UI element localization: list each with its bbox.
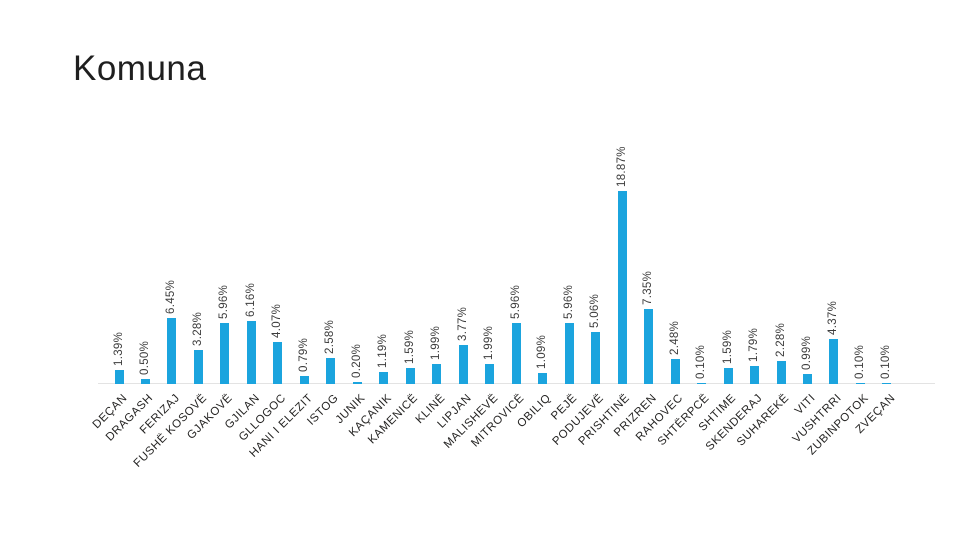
bar[interactable] bbox=[511, 323, 521, 384]
chart-title: Komuna bbox=[73, 49, 207, 88]
bar-value-label: 0.10% bbox=[853, 344, 866, 379]
bar[interactable] bbox=[564, 323, 574, 384]
bar[interactable] bbox=[882, 383, 892, 384]
bar[interactable] bbox=[458, 345, 468, 384]
bar[interactable] bbox=[140, 379, 150, 384]
bar[interactable] bbox=[352, 382, 362, 384]
bar[interactable] bbox=[326, 358, 336, 384]
bar[interactable] bbox=[776, 361, 786, 384]
bar-value-label: 5.96% bbox=[562, 284, 575, 319]
bar[interactable] bbox=[723, 368, 733, 384]
bar-value-label: 5.96% bbox=[509, 284, 522, 319]
bar-value-label: 1.59% bbox=[721, 329, 734, 364]
bar[interactable] bbox=[802, 374, 812, 384]
bar[interactable] bbox=[193, 350, 203, 384]
bar-value-label: 2.58% bbox=[324, 319, 337, 354]
bar[interactable] bbox=[617, 191, 627, 384]
bar-value-label: 1.39% bbox=[112, 331, 125, 366]
bar-value-label: 5.06% bbox=[589, 293, 602, 328]
bar-value-label: 1.09% bbox=[536, 334, 549, 369]
bar-value-label: 7.35% bbox=[642, 270, 655, 305]
bar-value-label: 0.79% bbox=[297, 337, 310, 372]
bar-value-label: 1.99% bbox=[430, 325, 443, 360]
bar[interactable] bbox=[855, 383, 865, 384]
bar-value-label: 1.59% bbox=[403, 329, 416, 364]
bar[interactable] bbox=[220, 323, 230, 384]
bar[interactable] bbox=[591, 332, 601, 384]
bar-value-label: 2.48% bbox=[668, 320, 681, 355]
bar-value-label: 0.10% bbox=[880, 344, 893, 379]
bar[interactable] bbox=[697, 383, 707, 384]
bar-value-label: 1.99% bbox=[483, 325, 496, 360]
bar-chart: 1.39% DEÇAN 0.50% DRAGASH 6.45% FERIZAJ 3.28% F… bbox=[90, 140, 935, 540]
bar[interactable] bbox=[432, 364, 442, 384]
bar-value-label: 18.87% bbox=[615, 146, 628, 187]
bar[interactable] bbox=[538, 373, 548, 384]
bar-value-label: 2.28% bbox=[774, 322, 787, 357]
bar-value-label: 0.20% bbox=[350, 343, 363, 378]
bar[interactable] bbox=[405, 368, 415, 384]
bar[interactable] bbox=[750, 366, 760, 384]
bar-value-label: 3.28% bbox=[191, 311, 204, 346]
bar-value-label: 1.19% bbox=[377, 333, 390, 368]
bar-value-label: 3.77% bbox=[456, 306, 469, 341]
bar[interactable] bbox=[670, 359, 680, 384]
bar-value-label: 0.50% bbox=[138, 340, 151, 375]
bar-value-label: 0.99% bbox=[800, 335, 813, 370]
bar-value-label: 4.37% bbox=[827, 300, 840, 335]
bar-value-label: 6.45% bbox=[165, 279, 178, 314]
bar[interactable] bbox=[485, 364, 495, 384]
bar-value-label: 4.07% bbox=[271, 303, 284, 338]
bar-value-label: 6.16% bbox=[244, 282, 257, 317]
bar[interactable] bbox=[644, 309, 654, 384]
bar-value-label: 5.96% bbox=[218, 284, 231, 319]
bar[interactable] bbox=[167, 318, 177, 384]
bar[interactable] bbox=[273, 342, 283, 384]
bar-value-label: 1.79% bbox=[748, 327, 761, 362]
bar[interactable] bbox=[829, 339, 839, 384]
bar[interactable] bbox=[379, 372, 389, 384]
bar[interactable] bbox=[114, 370, 124, 384]
bar[interactable] bbox=[299, 376, 309, 384]
bar-value-label: 0.10% bbox=[695, 344, 708, 379]
bar[interactable] bbox=[246, 321, 256, 384]
